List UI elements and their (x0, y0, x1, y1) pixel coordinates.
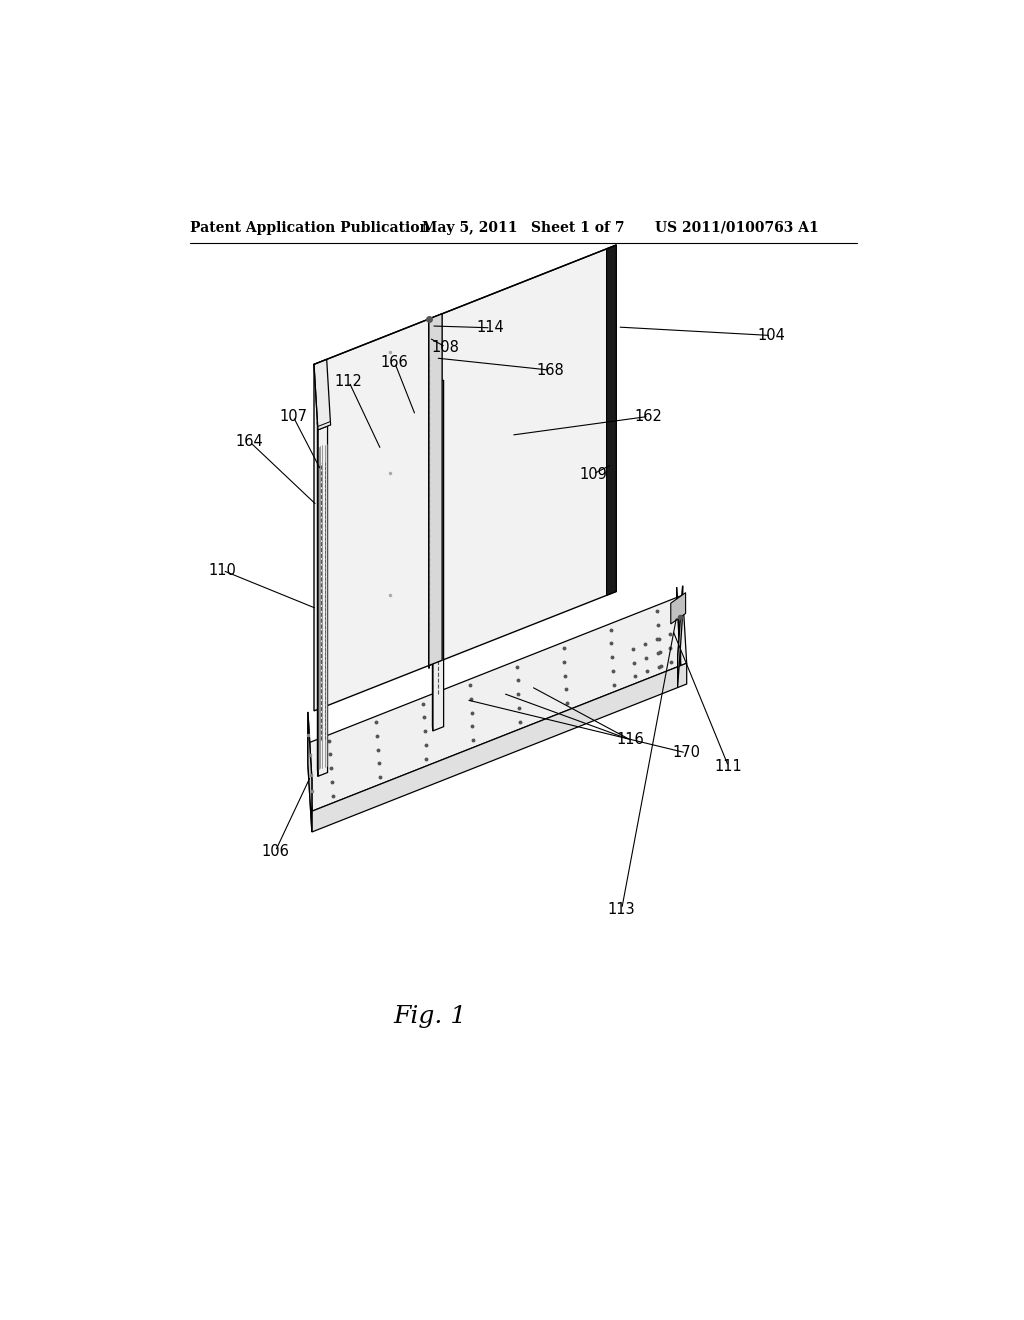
Text: Sheet 1 of 7: Sheet 1 of 7 (531, 220, 625, 235)
Text: 106: 106 (261, 843, 289, 859)
Text: 109: 109 (579, 466, 607, 482)
Polygon shape (314, 246, 616, 711)
Text: 110: 110 (209, 562, 237, 578)
Text: 113: 113 (608, 902, 636, 916)
Polygon shape (317, 426, 328, 776)
Polygon shape (308, 711, 312, 812)
Text: 166: 166 (381, 355, 409, 370)
Text: 164: 164 (236, 434, 263, 449)
Polygon shape (677, 587, 681, 665)
Text: 104: 104 (758, 327, 785, 343)
Polygon shape (678, 586, 683, 667)
Polygon shape (429, 314, 442, 665)
Text: 112: 112 (335, 374, 362, 389)
Text: Patent Application Publication: Patent Application Publication (190, 220, 430, 235)
Polygon shape (678, 586, 683, 688)
Polygon shape (308, 595, 687, 812)
Text: 111: 111 (715, 759, 742, 775)
Text: 168: 168 (537, 363, 564, 378)
Polygon shape (606, 246, 616, 595)
Text: May 5, 2011: May 5, 2011 (423, 220, 518, 235)
Polygon shape (308, 711, 312, 832)
Text: 114: 114 (477, 321, 505, 335)
Text: 107: 107 (280, 409, 307, 424)
Text: Fig. 1: Fig. 1 (393, 1006, 467, 1028)
Polygon shape (312, 663, 687, 832)
Polygon shape (671, 593, 686, 624)
Text: 108: 108 (432, 339, 460, 355)
Polygon shape (433, 380, 443, 731)
Text: US 2011/0100763 A1: US 2011/0100763 A1 (655, 220, 819, 235)
Polygon shape (314, 359, 331, 430)
Polygon shape (317, 421, 331, 430)
Text: 116: 116 (616, 733, 644, 747)
Text: 170: 170 (672, 746, 700, 760)
Polygon shape (308, 743, 312, 832)
Text: 162: 162 (635, 409, 663, 424)
